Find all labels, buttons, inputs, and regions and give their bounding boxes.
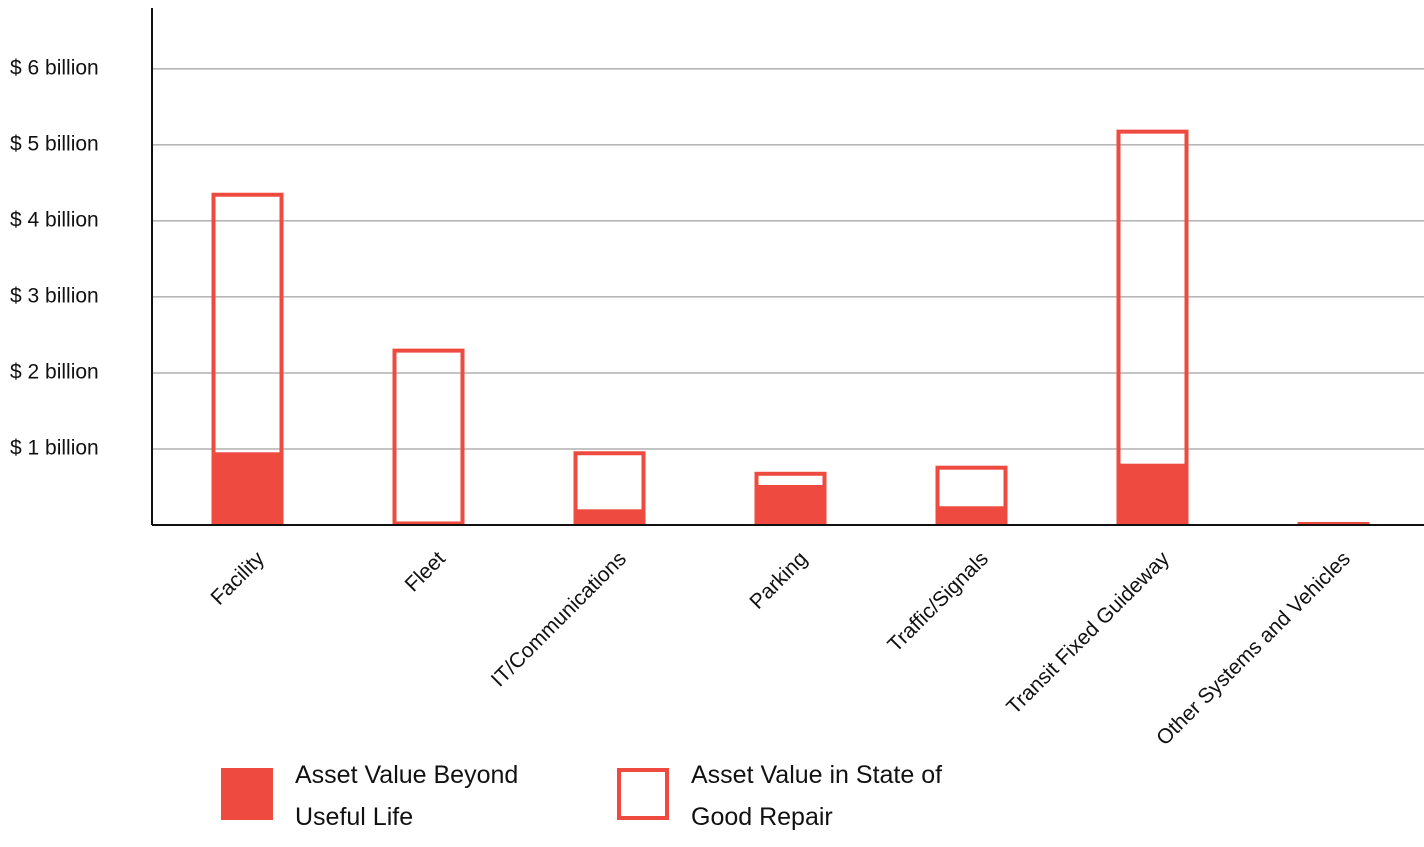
bar-segment bbox=[1116, 465, 1189, 525]
bar-segment bbox=[573, 511, 646, 525]
bar-segment bbox=[211, 192, 284, 457]
x-tick-label: Other Systems and Vehicles bbox=[1152, 547, 1355, 750]
legend-item: Asset Value in State of Good Repair bbox=[617, 761, 981, 838]
x-tick-label: Transit Fixed Guideway bbox=[1002, 547, 1174, 719]
x-tick-label: Facility bbox=[206, 547, 269, 610]
x-tick-label: Fleet bbox=[401, 547, 450, 596]
y-tick-label: $ 5 billion bbox=[10, 132, 99, 155]
legend-swatch bbox=[617, 768, 669, 820]
legend-item: Asset Value Beyond Useful Life bbox=[221, 761, 585, 838]
legend-swatch bbox=[221, 768, 273, 820]
x-tick-label: Parking bbox=[745, 547, 812, 614]
bar-segment bbox=[754, 471, 827, 489]
bar-segment bbox=[1297, 521, 1370, 525]
bar-segment bbox=[935, 508, 1008, 525]
bar-segment bbox=[754, 486, 827, 525]
y-tick-label: $ 4 billion bbox=[10, 208, 99, 231]
bar-segment bbox=[573, 451, 646, 514]
bar-segment bbox=[1116, 129, 1189, 468]
legend-label: Asset Value in State of Good Repair bbox=[691, 761, 943, 831]
y-tick-label: $ 6 billion bbox=[10, 56, 99, 79]
y-tick-label: $ 3 billion bbox=[10, 284, 99, 307]
bar-segment bbox=[392, 348, 465, 526]
y-tick-label: $ 2 billion bbox=[10, 360, 99, 383]
bar-segment bbox=[935, 465, 1008, 511]
x-tick-label: Traffic/Signals bbox=[883, 547, 993, 657]
y-tick-label: $ 1 billion bbox=[10, 437, 99, 460]
legend-label: Asset Value Beyond Useful Life bbox=[295, 761, 519, 831]
chart: $ 1 billion $ 2 billion $ 3 billion $ 4 bil… bbox=[10, 8, 1424, 750]
bar-segment bbox=[211, 454, 284, 525]
x-tick-label: IT/Communications bbox=[487, 547, 631, 691]
